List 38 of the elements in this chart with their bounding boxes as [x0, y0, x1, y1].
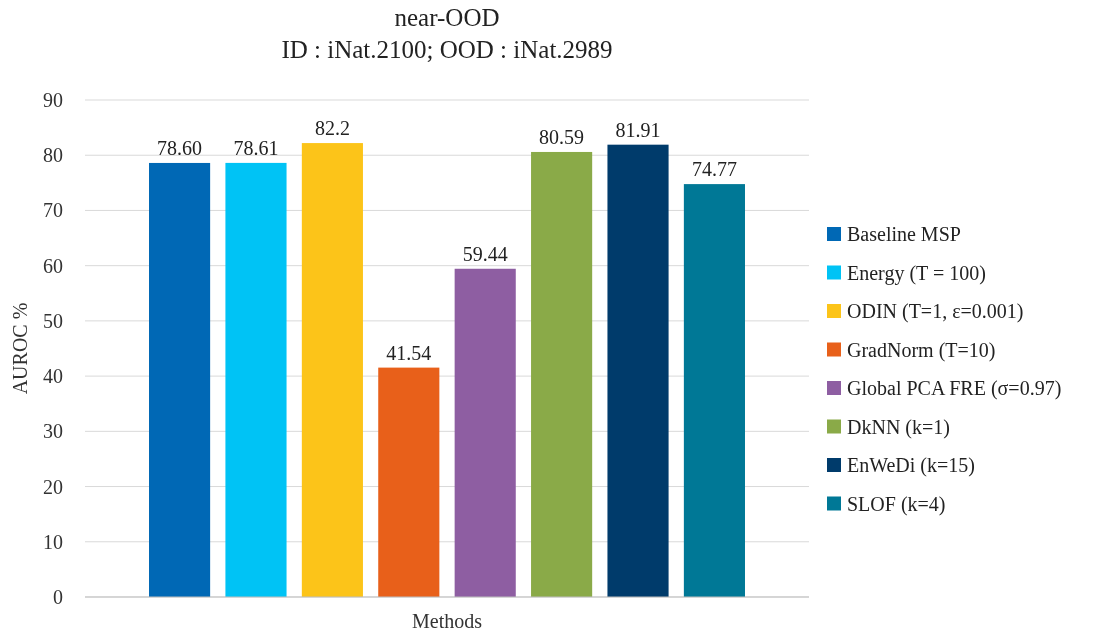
- y-tick-label: 90: [43, 89, 63, 111]
- legend-label: Energy (T = 100): [847, 261, 986, 285]
- data-label: 78.60: [157, 136, 203, 159]
- data-label: 74.77: [691, 158, 737, 181]
- y-tick-label: 40: [43, 365, 63, 388]
- legend-label: SLOF (k=4): [847, 492, 946, 516]
- y-axis-title: AUROC %: [9, 302, 31, 395]
- bar: [607, 144, 669, 597]
- y-tick-label: 20: [43, 475, 63, 498]
- bar: [454, 268, 516, 597]
- x-axis-title: Methods: [412, 610, 483, 632]
- y-tick-label: 10: [43, 530, 63, 553]
- bar: [531, 151, 593, 597]
- data-label: 80.59: [539, 125, 585, 148]
- y-tick-label: 70: [43, 199, 63, 222]
- legend-label: GradNorm (T=10): [847, 338, 996, 362]
- chart-subtitle: ID : iNat.2100; OOD : iNat.2989: [281, 36, 613, 63]
- data-label: 81.91: [615, 118, 661, 141]
- data-label: 78.61: [233, 136, 279, 159]
- bar: [301, 143, 363, 597]
- legend-label: Baseline MSP: [847, 223, 961, 245]
- bar: [683, 184, 745, 597]
- y-tick-label: 0: [53, 586, 63, 608]
- y-tick-label: 30: [43, 420, 63, 443]
- bar: [225, 162, 287, 597]
- legend-label: Global PCA FRE (σ=0.97): [847, 377, 1062, 400]
- bar: [378, 367, 440, 597]
- chart-title: near-OOD: [394, 4, 500, 31]
- legend-label: EnWeDi (k=15): [847, 454, 975, 477]
- legend-label: DkNN (k=1): [847, 415, 950, 439]
- legend-label: ODIN (T=1, ε=0.001): [847, 300, 1024, 323]
- data-label: 59.44: [462, 242, 508, 265]
- y-tick-label: 60: [43, 254, 63, 277]
- data-label: 41.54: [386, 341, 432, 364]
- y-tick-label: 80: [43, 144, 63, 167]
- y-tick-label: 50: [43, 309, 63, 332]
- bar: [149, 162, 211, 597]
- data-label: 82.2: [314, 117, 350, 140]
